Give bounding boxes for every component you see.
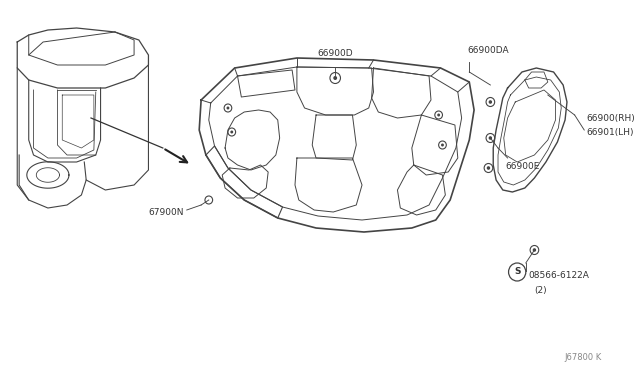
Circle shape (532, 248, 536, 252)
Text: 66900DA: 66900DA (467, 46, 509, 55)
Circle shape (333, 76, 337, 80)
Circle shape (437, 113, 440, 116)
Circle shape (441, 144, 444, 147)
Text: 66901(LH): 66901(LH) (586, 128, 634, 137)
Circle shape (230, 131, 233, 134)
Text: 67900N: 67900N (148, 208, 184, 217)
Circle shape (227, 106, 229, 109)
Text: (2): (2) (534, 285, 547, 295)
Circle shape (488, 100, 492, 104)
Text: S: S (514, 267, 520, 276)
Text: 66900D: 66900D (317, 49, 353, 58)
Text: J67800 K: J67800 K (564, 353, 602, 362)
Text: 66900(RH): 66900(RH) (586, 113, 635, 122)
Text: 08566-6122A: 08566-6122A (529, 270, 589, 279)
Circle shape (488, 136, 492, 140)
Text: 66900E: 66900E (506, 162, 540, 171)
Circle shape (487, 166, 490, 170)
